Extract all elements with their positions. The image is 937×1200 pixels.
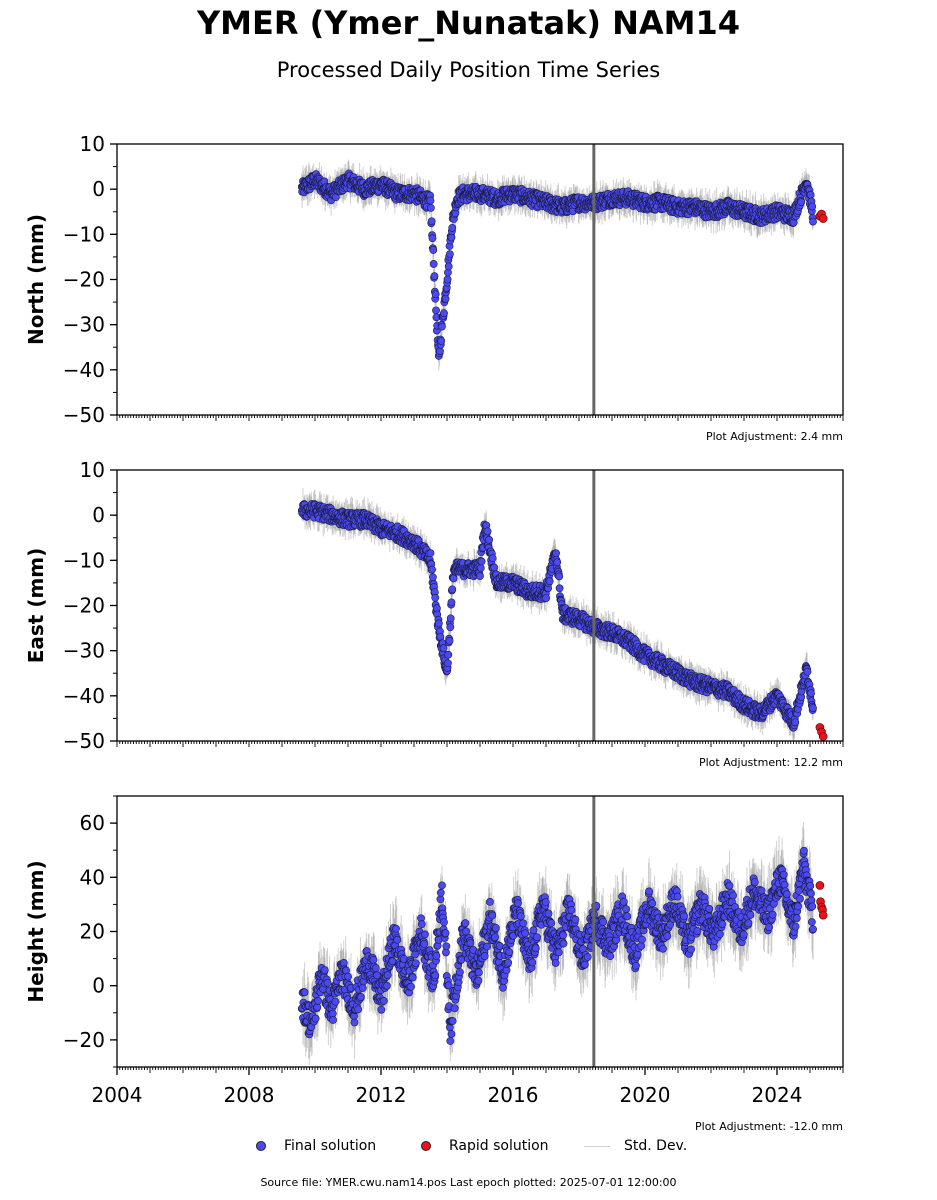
final-point-1-454 (478, 558, 485, 565)
final-point-1-337 (432, 594, 439, 601)
final-point-1-376 (447, 615, 454, 622)
final-point-0-333 (430, 260, 437, 267)
plot-adjustment-0: Plot Adjustment: 2.4 mm (706, 430, 843, 443)
final-point-1-450 (476, 572, 483, 579)
final-point-1-380 (449, 586, 456, 593)
final-point-1-375 (447, 624, 454, 631)
final-point-1-369 (444, 660, 451, 667)
y-axis-label-0: North (mm) (24, 214, 48, 345)
final-point-1-383 (450, 575, 457, 582)
final-point-1-617 (543, 595, 550, 602)
final-point-0-352 (438, 337, 445, 344)
final-point-0-335 (431, 273, 438, 280)
final-point-1-482 (489, 555, 496, 562)
ytick-label-0-2: −10 (63, 222, 105, 246)
final-point-0-368 (444, 276, 451, 283)
final-point-1-645 (554, 559, 561, 566)
final-point-1-331 (429, 574, 436, 581)
final-point-1-486 (491, 564, 498, 571)
final-point-0-325 (427, 197, 434, 204)
ytick-label-0-6: −50 (63, 403, 105, 427)
final-point-0-338 (432, 291, 439, 298)
final-point-1-325 (427, 550, 434, 557)
final-point-0-339 (432, 307, 439, 314)
final-point-1-370 (445, 651, 452, 658)
rapid-point-0-2 (819, 215, 827, 223)
final-point-0-354 (438, 323, 445, 330)
final-point-1-452 (477, 564, 484, 571)
final-point-0-1261 (798, 198, 805, 205)
final-point-1-373 (446, 637, 453, 644)
final-point-0-326 (427, 204, 434, 211)
final-point-1-346 (435, 620, 442, 627)
final-point-0-330 (429, 235, 436, 242)
final-point-0-332 (430, 246, 437, 253)
final-point-1-469 (484, 528, 491, 535)
final-point-1-642 (552, 550, 559, 557)
ytick-label-0-3: −20 (63, 268, 105, 292)
final-point-1-650 (556, 573, 563, 580)
final-point-1-378 (448, 599, 455, 606)
final-point-0-1285 (807, 191, 814, 198)
final-point-0-371 (445, 263, 452, 270)
final-point-1-329 (428, 566, 435, 573)
ytick-label-0-0: 10 (80, 132, 105, 156)
final-point-0-1291 (809, 218, 816, 225)
final-point-1-350 (437, 633, 444, 640)
final-point-0-359 (440, 310, 447, 317)
final-point-1-473 (486, 536, 493, 543)
final-point-0-380 (449, 224, 456, 231)
final-point-0-363 (442, 295, 449, 302)
ytick-label-0-1: 0 (92, 177, 105, 201)
final-point-1-358 (440, 645, 447, 652)
final-point-0-328 (428, 218, 435, 225)
final-point-1-651 (556, 585, 563, 592)
final-point-0-1289 (809, 203, 816, 210)
final-point-1-626 (546, 578, 553, 585)
final-point-0-374 (446, 251, 453, 258)
ytick-label-0-5: −40 (63, 358, 105, 382)
ytick-label-0-4: −30 (63, 313, 105, 337)
